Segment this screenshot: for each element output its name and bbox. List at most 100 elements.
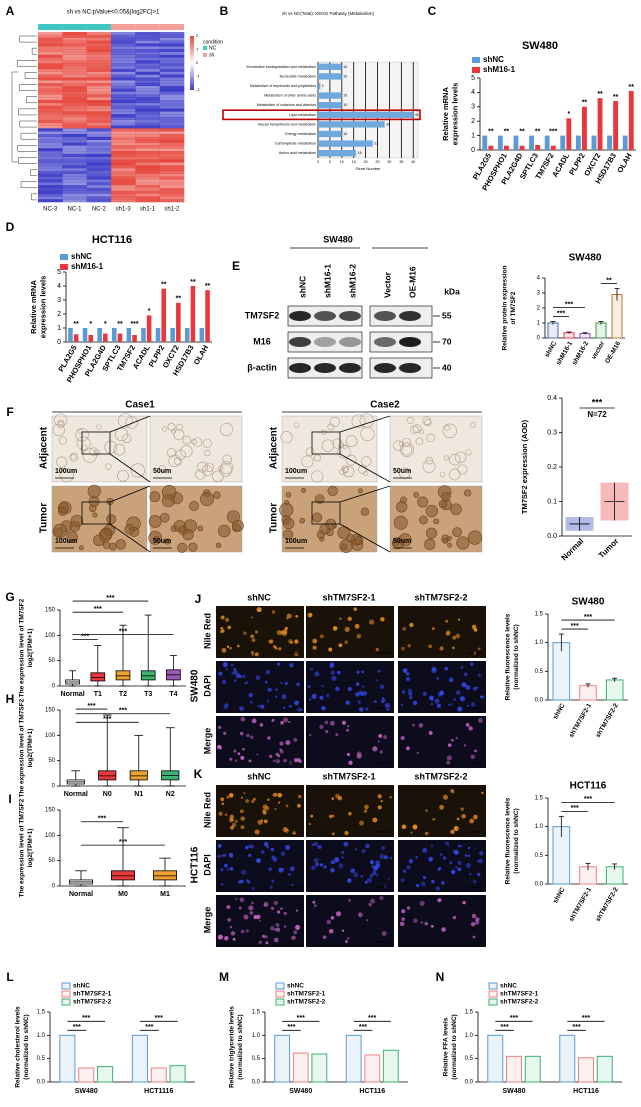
heatmap-cell bbox=[159, 136, 185, 140]
tissue bbox=[77, 429, 83, 434]
cell bbox=[368, 902, 372, 907]
tissue bbox=[300, 487, 306, 493]
bar bbox=[97, 1066, 114, 1083]
cell bbox=[242, 675, 246, 679]
heatmap-cell bbox=[135, 165, 160, 169]
heatmap-cell bbox=[159, 159, 185, 163]
tissue bbox=[125, 416, 138, 429]
heatmap-cell bbox=[135, 156, 160, 160]
dendrogram bbox=[18, 157, 37, 164]
y-tick-label: 0.5 bbox=[535, 669, 544, 675]
cell bbox=[278, 867, 284, 873]
bar bbox=[529, 135, 534, 150]
cell bbox=[273, 900, 278, 906]
cell bbox=[363, 809, 368, 813]
cell bbox=[248, 693, 253, 698]
cell bbox=[408, 858, 414, 864]
tissue bbox=[161, 494, 175, 508]
tissue bbox=[178, 526, 188, 535]
heatmap-cell bbox=[159, 85, 185, 89]
tissue bbox=[424, 418, 432, 427]
heatmap-cell bbox=[62, 199, 87, 203]
blot-band bbox=[314, 337, 336, 347]
tissue bbox=[78, 545, 84, 551]
heatmap-cell bbox=[111, 182, 136, 186]
category-label: Metabolism of cofactors and vitamins bbox=[257, 103, 316, 107]
cell bbox=[220, 797, 225, 802]
cell bbox=[464, 854, 468, 857]
heatmap-cell bbox=[111, 139, 136, 143]
heatmap-cell bbox=[135, 85, 160, 89]
cell bbox=[400, 878, 405, 883]
cell bbox=[245, 799, 249, 803]
x-tick-label: OE-M16 bbox=[604, 340, 622, 365]
cell bbox=[294, 639, 299, 644]
tissue bbox=[57, 506, 67, 516]
tissue bbox=[401, 437, 411, 447]
heatmap-cell bbox=[111, 57, 136, 61]
cell bbox=[248, 905, 254, 911]
panel-label: F bbox=[6, 405, 13, 419]
cell bbox=[468, 726, 473, 731]
heatmap-cell bbox=[86, 71, 112, 75]
heatmap-cell bbox=[62, 68, 87, 72]
blot-band bbox=[399, 337, 421, 347]
heatmap-cell bbox=[135, 179, 160, 183]
tissue bbox=[220, 422, 234, 436]
tissue bbox=[452, 527, 462, 537]
heatmap-cell bbox=[38, 71, 63, 75]
heatmap-cell bbox=[86, 37, 112, 41]
tissue bbox=[204, 450, 211, 457]
significance-label: * bbox=[148, 308, 151, 315]
cell bbox=[366, 877, 373, 883]
heatmap-cell bbox=[86, 185, 112, 189]
tissue bbox=[284, 500, 290, 506]
blot-band bbox=[289, 337, 311, 347]
cell bbox=[416, 752, 419, 755]
heatmap-cell bbox=[86, 94, 112, 98]
heatmap-cell bbox=[62, 139, 87, 143]
heatmap-cell bbox=[159, 131, 185, 135]
cell bbox=[258, 940, 263, 945]
cell bbox=[252, 797, 256, 801]
tissue bbox=[167, 422, 176, 431]
heatmap-cell bbox=[135, 54, 160, 58]
bar bbox=[628, 90, 634, 150]
tissue bbox=[200, 492, 214, 507]
cell bbox=[260, 704, 265, 709]
cell bbox=[467, 704, 470, 707]
tissue bbox=[337, 445, 351, 459]
cell bbox=[401, 917, 405, 921]
blot-band bbox=[314, 363, 336, 373]
heatmap-cell bbox=[159, 176, 185, 180]
cell bbox=[477, 673, 482, 677]
x-tick-label: 35 bbox=[399, 160, 403, 164]
heatmap-cell bbox=[135, 151, 160, 155]
y-tick-label: 50 bbox=[48, 758, 55, 764]
cell bbox=[258, 919, 261, 922]
blot-band bbox=[339, 337, 361, 347]
x-tick-label: SW480 bbox=[75, 1088, 98, 1095]
cell bbox=[229, 757, 233, 761]
bar bbox=[150, 1067, 167, 1083]
heatmap-cell bbox=[86, 153, 112, 157]
cell bbox=[319, 863, 324, 867]
bar bbox=[132, 335, 137, 342]
cell bbox=[222, 853, 227, 857]
heatmap-cell bbox=[159, 83, 185, 87]
bar bbox=[73, 334, 79, 342]
cell bbox=[453, 698, 456, 701]
heatmap-cell bbox=[135, 34, 160, 38]
heatmap-cell bbox=[86, 102, 112, 106]
heatmap-column-label: NC-3 bbox=[43, 207, 58, 213]
cell bbox=[430, 702, 434, 706]
heatmap-cell bbox=[86, 142, 112, 146]
heatmap-cell bbox=[159, 43, 185, 47]
cell bbox=[271, 855, 276, 860]
tissue bbox=[113, 443, 126, 456]
cell bbox=[348, 760, 353, 765]
box bbox=[153, 870, 177, 881]
cell bbox=[460, 845, 463, 848]
cell bbox=[258, 609, 261, 613]
x-tick-label: shTM7SF2-1 bbox=[568, 702, 593, 739]
